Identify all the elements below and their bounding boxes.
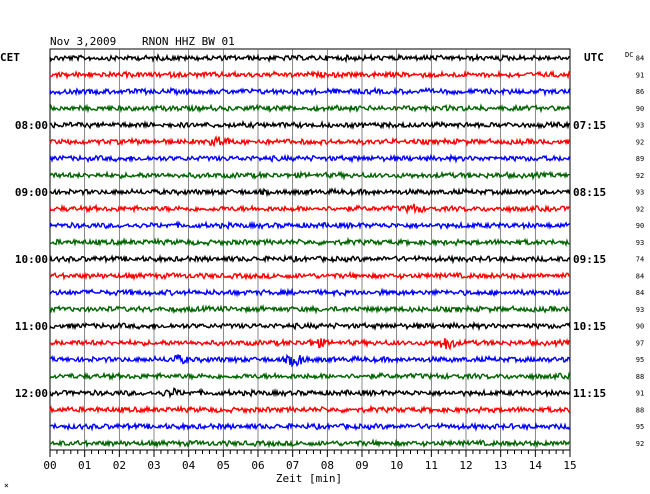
seismic-trace — [49, 353, 571, 368]
x-tick-label: 05 — [217, 459, 230, 472]
left-time-label: 08:00 — [15, 119, 48, 132]
x-tick-label: 00 — [43, 459, 56, 472]
dc-value: 95 — [636, 356, 644, 364]
x-tick-label: 12 — [459, 459, 472, 472]
seismic-trace — [49, 103, 571, 114]
dc-value: 84 — [636, 272, 644, 280]
dc-value: 88 — [636, 406, 644, 414]
dc-value: 93 — [636, 189, 644, 197]
x-tick-label: 03 — [147, 459, 160, 472]
dc-value: 93 — [636, 122, 644, 130]
x-tick-label: 14 — [529, 459, 543, 472]
seismic-trace — [49, 303, 571, 315]
dc-value: 74 — [636, 256, 644, 264]
seismic-trace — [49, 86, 571, 98]
seismic-trace — [49, 187, 571, 198]
header-station: RNON HHZ BW 01 — [142, 35, 235, 48]
seismic-trace — [49, 270, 571, 282]
seismic-trace — [49, 236, 571, 248]
dc-header-label: DC — [625, 51, 633, 59]
left-time-label: 09:00 — [15, 186, 48, 199]
left-time-label: 10:00 — [15, 253, 48, 266]
x-tick-label: 02 — [113, 459, 126, 472]
x-tick-label: 04 — [182, 459, 196, 472]
seismic-trace — [49, 337, 571, 351]
right-time-label: 08:15 — [573, 186, 606, 199]
dc-value: 92 — [636, 172, 644, 180]
seismic-trace — [49, 387, 571, 399]
seismic-trace — [49, 287, 571, 298]
right-timezone-label: UTC — [584, 51, 604, 64]
right-time-label: 09:15 — [573, 253, 606, 266]
header-date: Nov 3,2009 — [50, 35, 116, 48]
dc-value: 84 — [636, 289, 644, 297]
x-tick-label: 09 — [355, 459, 368, 472]
seismic-trace — [49, 220, 571, 231]
x-axis-label: Zeit [min] — [276, 472, 342, 485]
dc-value: 92 — [636, 138, 644, 146]
dc-value: 92 — [636, 440, 644, 448]
x-tick-label: 13 — [494, 459, 507, 472]
left-time-label: 11:00 — [15, 320, 48, 333]
trace-group — [49, 52, 571, 449]
dc-value: 88 — [636, 373, 644, 381]
left-timezone-label: CET — [0, 51, 20, 64]
seismic-trace — [49, 421, 571, 432]
seismic-trace — [49, 52, 571, 64]
x-tick-label: 01 — [78, 459, 91, 472]
dc-value: 90 — [636, 222, 644, 230]
dc-value: 84 — [636, 55, 644, 63]
seismic-trace — [49, 170, 571, 181]
x-tick-label: 11 — [425, 459, 438, 472]
dc-value: 86 — [636, 88, 644, 96]
dc-value: 95 — [636, 423, 644, 431]
x-tick-label: 15 — [563, 459, 576, 472]
dc-value: 90 — [636, 105, 644, 113]
right-time-label: 07:15 — [573, 119, 606, 132]
seismic-trace — [49, 438, 571, 449]
right-time-label: 10:15 — [573, 320, 606, 333]
seismic-trace — [49, 153, 571, 164]
dc-value: 89 — [636, 155, 644, 163]
dc-value: 92 — [636, 205, 644, 213]
seismic-trace — [49, 119, 571, 131]
footer-mark: × — [4, 481, 9, 490]
x-tick-label: 08 — [321, 459, 334, 472]
seismic-trace — [49, 404, 571, 415]
axis-labels: 00 01 02 03 04 05 06 07 08 09 10 11 12 13 14 15 84 91 86 90… — [15, 55, 644, 473]
seismic-trace — [49, 135, 571, 148]
left-time-label: 12:00 — [15, 387, 48, 400]
dc-value: 93 — [636, 306, 644, 314]
seismic-trace — [49, 69, 571, 80]
x-tick-label: 06 — [251, 459, 264, 472]
seismic-trace — [49, 203, 571, 216]
seismic-trace — [49, 254, 571, 265]
right-time-label: 11:15 — [573, 387, 606, 400]
dc-value: 91 — [636, 71, 644, 79]
x-tick-label: 10 — [390, 459, 403, 472]
plot-frame — [49, 48, 571, 457]
plot-border — [49, 48, 571, 451]
dc-value: 97 — [636, 339, 644, 347]
dc-value: 90 — [636, 323, 644, 331]
x-tick-label: 07 — [286, 459, 299, 472]
seismic-trace — [49, 320, 571, 332]
dc-value: 93 — [636, 239, 644, 247]
seismic-trace — [49, 370, 571, 382]
dc-value: 91 — [636, 390, 644, 398]
